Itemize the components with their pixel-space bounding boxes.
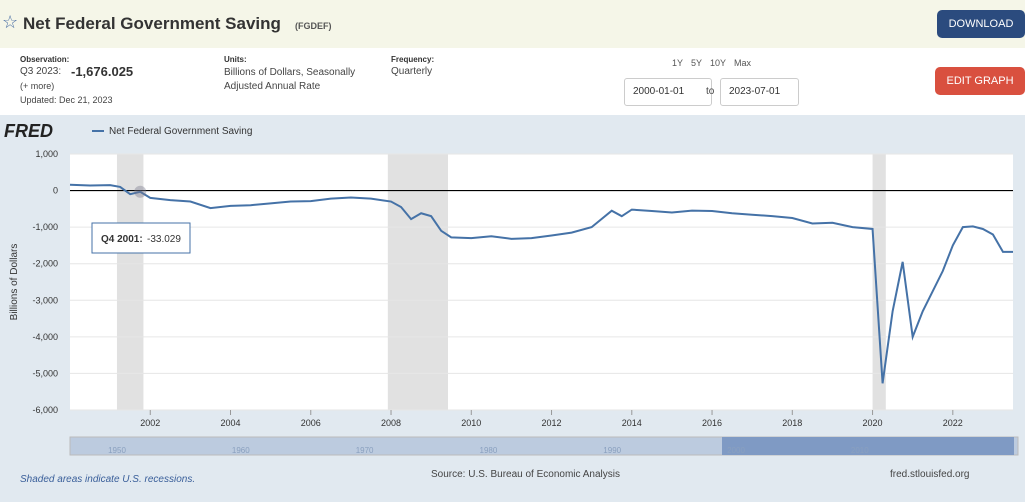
tooltip-value: -33.029 [147,234,181,245]
tooltip-box [91,222,191,254]
y-tick-label: -3,000 [32,295,58,305]
edit-graph-button[interactable]: EDIT GRAPH [935,67,1025,95]
recession-band [116,154,144,410]
range-link[interactable]: 5Y [691,58,703,68]
x-tick-label: 2018 [782,418,802,428]
label: Units: [224,55,247,64]
label: Observation: [20,55,70,64]
series-line [69,183,1013,384]
tooltip-period: Q4 2001: [101,234,143,245]
navigator-selection [722,437,1014,455]
header-bar: ☆ Net Federal Government Saving (FGDEF) … [0,0,1025,48]
observation-period: Q3 2023: [20,66,62,77]
y-tick-label: -4,000 [32,332,58,342]
frequency: Quarterly [391,66,433,77]
x-tick-label: 2014 [622,418,642,428]
x-tick-label: 2004 [220,418,240,428]
x-tick-label: 2006 [301,418,321,428]
x-tick-label: 2008 [381,418,401,428]
navigator-label: 2010 [851,446,869,455]
fred-logo: FRED [4,121,53,141]
recession-band [387,154,449,410]
navigator-label: 2000 [727,446,745,455]
updated: Updated: Dec 21, 2023 [20,95,113,105]
x-tick-label: 2020 [863,418,883,428]
series-title: Net Federal Government Saving [23,14,281,33]
start-date[interactable]: 2000-01-01 [624,78,712,106]
x-tick-label: 2016 [702,418,722,428]
y-tick-label: -6,000 [32,405,58,415]
y-tick-label: 1,000 [35,149,58,159]
y-tick-label: -1,000 [32,222,58,232]
legend-label: Net Federal Government Saving [109,126,252,137]
range-link[interactable]: 1Y [672,58,684,68]
range-links: 1Y 5Y 10Y Max [668,58,755,68]
observation-value: -1,676.025 [71,64,134,79]
x-tick-label: 2022 [943,418,963,428]
label: Frequency: [391,55,435,64]
navigator-label: 1990 [603,446,621,455]
end-date[interactable]: 2023-07-01 [720,78,799,106]
x-tick-label: 2010 [461,418,481,428]
y-tick-label: -2,000 [32,259,58,269]
to: to [706,86,715,97]
navigator-label: 1960 [232,446,250,455]
recession-note: Shaded areas indicate U.S. recessions. [20,474,196,485]
navigator-label: 1980 [480,446,498,455]
y-tick-label: -5,000 [32,368,58,378]
x-tick-label: 2002 [140,418,160,428]
navigator-label: 1950 [108,446,126,455]
more-link[interactable]: (+ more) [20,81,55,91]
x-tick-label: 2012 [542,418,562,428]
range-link[interactable]: 10Y [710,58,727,68]
y-axis-label: Billions of Dollars [9,244,20,321]
site: fred.stlouisfed.org [890,469,970,480]
range-link[interactable]: Max [734,58,752,68]
recession-band [872,154,886,410]
navigator-label: 1970 [356,446,374,455]
plot-area [70,154,1013,410]
y-tick-label: 0 [53,186,58,196]
source: Source: U.S. Bureau of Economic Analysis [431,469,620,480]
units: Billions of Dollars, Seasonally Adjusted… [224,67,356,92]
series-code: (FGDEF) [295,21,332,31]
download-button[interactable]: DOWNLOAD [937,10,1025,38]
hover-point [134,185,147,198]
star-button[interactable]: ☆ [2,12,19,32]
